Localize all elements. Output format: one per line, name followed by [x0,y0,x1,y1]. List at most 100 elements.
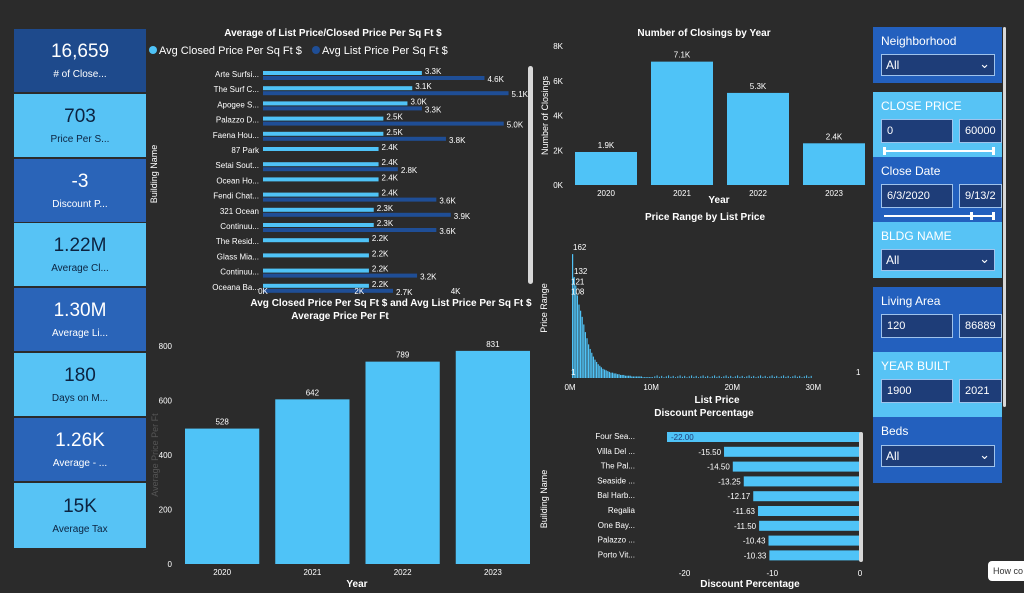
data-label-list: 3.6K [439,197,456,206]
hist-bar [621,374,623,378]
close-price-slider-min-handle[interactable] [883,147,886,155]
kpi-card: 1.26K Average - ... [14,418,146,481]
bar-list [263,76,485,80]
hist-bar [704,376,706,378]
legend-label-closed: Avg Closed Price Per Sq Ft $ [159,45,302,57]
close-date-slider-track[interactable] [884,215,994,217]
close-date-min-input[interactable]: 6/3/2020 [881,184,953,208]
data-label: 121 [571,277,585,286]
chart-list-closed-price-per-sqft: Average of List Price/Closed Price Per S… [149,28,532,309]
slicer-close-price-title: CLOSE PRICE [881,99,962,113]
hist-bar [668,375,670,378]
bar [759,520,860,531]
y-axis-label: Average Price Per Ft [150,413,160,497]
bar [768,535,860,546]
bar-closed [263,147,379,151]
beds-dropdown[interactable]: All ⌄ [881,445,995,467]
x-axis-label: Discount Percentage [700,579,800,590]
bar-closed [263,131,384,136]
kpi-value: 15K [63,496,97,518]
slicer-bldg-name: BLDG NAME All ⌄ [873,222,1002,278]
y-tick-label: 4K [553,112,563,121]
category-label: 87 Park [231,146,260,155]
discount-chart-scrollbar[interactable] [859,432,863,562]
building-chart-scrollbar[interactable] [528,66,533,284]
year-built-max-input[interactable]: 2021 [959,379,1002,403]
chart-title: Average of List Price/Closed Price Per S… [224,28,442,39]
hist-bar [616,374,618,378]
hist-bar [730,375,732,378]
bldg-name-dropdown[interactable]: All ⌄ [881,249,995,271]
hist-bar [581,316,583,378]
close-price-max-input[interactable]: 60000 [959,119,1002,143]
data-label-closed: 2.4K [382,143,399,152]
hist-bar [612,372,614,378]
bar-list [263,288,393,293]
y-tick-label: 200 [159,506,173,515]
neighborhood-dropdown[interactable]: All ⌄ [881,54,995,76]
y-axis-label: Building Name [539,470,549,529]
x-tick-label: 2022 [749,189,767,198]
close-date-max-input[interactable]: 9/13/2 [959,184,1002,208]
y-tick-label: 0 [168,560,173,569]
hist-bar [573,277,575,378]
hist-bar [642,377,644,378]
category-label: The Resid... [216,237,259,246]
help-tooltip[interactable]: How co [988,561,1024,581]
x-tick-label: 0M [564,383,575,392]
hist-bar [620,374,622,378]
hist-bar [808,376,810,378]
category-label: Setai Sout... [215,161,259,170]
slicer-beds-title: Beds [881,424,909,438]
kpi-value: 1.26K [55,430,105,452]
x-tick-label: 2K [354,287,364,296]
category-label: Palazzo D... [216,116,259,125]
living-area-max-input[interactable]: 86889 [959,314,1002,338]
living-area-min-input[interactable]: 120 [881,314,953,338]
close-date-slider-max-handle[interactable] [992,212,995,220]
bar-list [263,273,418,278]
hist-bar [592,356,594,378]
category-label: Glass Mia... [217,252,259,261]
data-label: -13.25 [718,477,741,486]
hist-bar [769,376,771,378]
hist-bar [647,377,649,378]
close-price-slider-max-handle[interactable] [992,147,995,155]
hist-bar [675,377,676,378]
bar [757,506,860,516]
data-label-closed: 2.4K [382,173,399,182]
category-label: Continuu... [220,268,259,277]
hist-bar [589,348,591,378]
x-axis-label: Year [708,195,729,206]
bar [667,432,860,442]
hist-bar [677,376,679,378]
data-label-closed: 2.2K [372,265,389,274]
x-tick-label: 4K [451,287,461,296]
x-tick-label: 2021 [673,189,691,198]
bar [803,143,865,185]
x-tick-label: 2022 [394,568,412,577]
hist-bar [783,375,785,378]
kpi-card: 703 Price Per S... [14,94,146,157]
hist-bar [725,375,727,378]
close-price-slider-track[interactable] [884,150,994,152]
year-built-min-input[interactable]: 1900 [881,379,953,403]
hist-bar [591,352,593,378]
data-label: 132 [574,267,588,276]
hist-bar [575,285,577,378]
bar-list [263,121,504,126]
close-date-slider-min-handle[interactable] [970,212,973,220]
hist-bar [605,370,607,378]
hist-bar [613,373,615,378]
slicer-panel-scrollbar[interactable] [1003,27,1006,407]
hist-bar [721,377,722,378]
x-axis-label: Avg Closed Price Per Sq Ft $ and Avg Lis… [250,298,532,309]
hist-bar [650,377,652,378]
hist-bar [586,338,588,378]
close-price-min-input[interactable]: 0 [881,119,953,143]
y-tick-label: 800 [159,342,173,351]
data-label: -15.50 [698,448,721,457]
data-label: -10.33 [744,551,767,560]
x-tick-label: -20 [679,569,691,578]
category-label: The Surf C... [214,85,259,94]
